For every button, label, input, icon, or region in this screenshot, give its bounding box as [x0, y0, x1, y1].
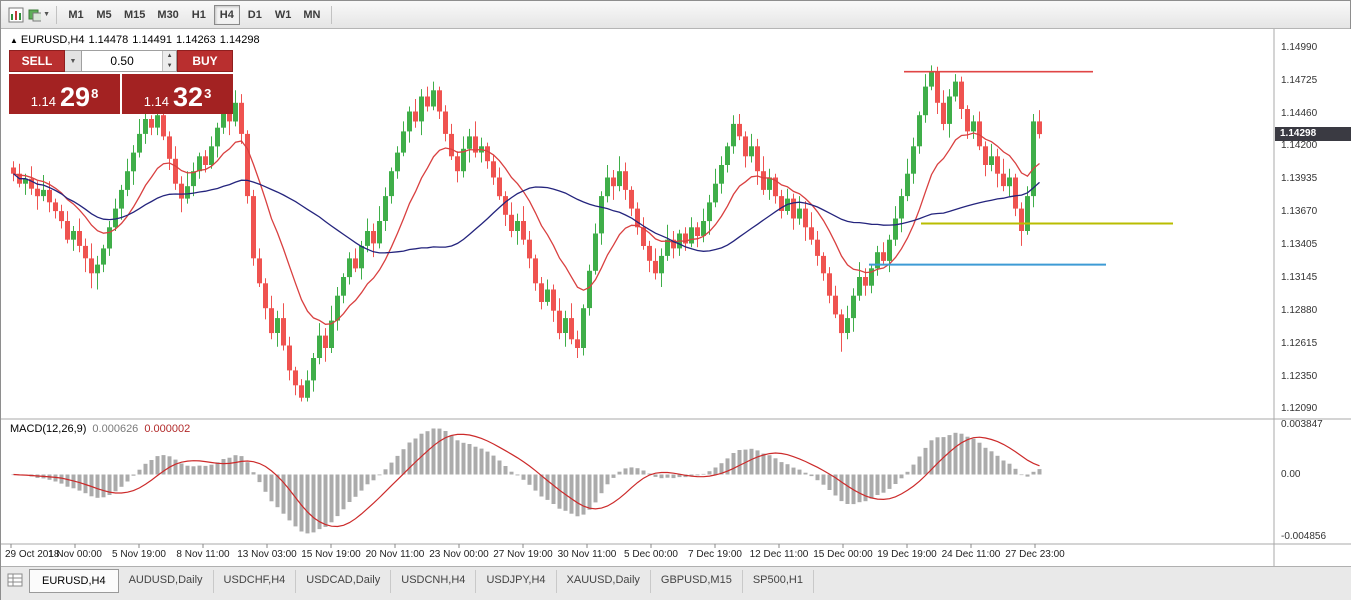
time-axis-label: 5 Nov 19:00	[112, 549, 166, 560]
timeframe-h4-button[interactable]: H4	[213, 4, 240, 25]
volume-decrease-button[interactable]: ▼	[163, 61, 176, 71]
time-axis-label: 19 Dec 19:00	[877, 549, 937, 560]
price-scale-label: 1.12090	[1281, 403, 1318, 414]
price-scale-label: 1.12615	[1281, 337, 1318, 349]
macd-value-signal: 0.000002	[144, 423, 191, 435]
timeframe-toolbar: ▼ M1 M5 M15 M30 H1 H4 D1 W1 MN	[1, 1, 1350, 29]
macd-name: MACD(12,26,9)	[10, 423, 87, 435]
current-price-tag: 1.14298	[1275, 127, 1351, 142]
timeframe-m15-button[interactable]: M15	[119, 5, 150, 25]
chart-tab-eurusd-h4[interactable]: EURUSD,H4	[29, 569, 119, 593]
sell-button[interactable]: SELL	[9, 50, 65, 72]
ask-quote[interactable]: 1.14 32 3	[122, 74, 233, 114]
ask-pips: 32	[173, 82, 204, 113]
chart-tab-usdcad-daily[interactable]: USDCAD,Daily	[296, 570, 392, 593]
chart-tab-usdcnh-h4[interactable]: USDCNH,H4	[391, 570, 477, 593]
bid-point: 8	[91, 86, 99, 101]
chart-symbol-label: EURUSD,H4	[20, 34, 85, 46]
time-axis-label: 24 Dec 11:00	[941, 549, 1001, 560]
bid-prefix: 1.14	[30, 93, 57, 109]
chart-tab-usdchf-h4[interactable]: USDCHF,H4	[214, 570, 297, 593]
ohlc-open: 1.14478	[88, 34, 129, 46]
time-axis-label: 27 Nov 19:00	[493, 549, 553, 560]
chart-canvas[interactable]: ▲ EURUSD,H4 1.14478 1.14491 1.14263 1.14298 S…	[1, 29, 1351, 566]
timeframe-h1-button[interactable]: H1	[186, 5, 212, 25]
timeframe-w1-button[interactable]: W1	[270, 5, 297, 25]
price-scale-label: 1.14990	[1281, 42, 1318, 53]
chart-tabs: EURUSD,H4 AUDUSD,Daily USDCHF,H4 USDCAD,Dai…	[29, 569, 814, 593]
macd-value-main: 0.000626	[92, 423, 139, 435]
price-scale-label: 1.13935	[1281, 173, 1318, 185]
timeframe-m1-button[interactable]: M1	[63, 5, 89, 25]
chart-tab-gbpusd-m15[interactable]: GBPUSD,M15	[651, 570, 743, 593]
time-axis-label: 23 Nov 00:00	[429, 549, 489, 560]
time-axis-label: 8 Nov 11:00	[176, 549, 230, 560]
price-scale-label: 1.13670	[1281, 206, 1318, 218]
chart-icon[interactable]	[5, 4, 27, 26]
volume-increase-button[interactable]: ▲	[163, 51, 176, 61]
price-scale-label: 1.14200	[1281, 140, 1318, 152]
time-axis-label: 15 Nov 19:00	[301, 549, 361, 560]
timeframe-mn-button[interactable]: MN	[298, 5, 325, 25]
price-scale-label: 1.12350	[1281, 370, 1318, 382]
bid-quote[interactable]: 1.14 29 8	[9, 74, 120, 114]
toolbar-separator	[56, 5, 57, 24]
time-axis-label: 13 Nov 03:00	[237, 549, 297, 560]
ask-prefix: 1.14	[143, 93, 170, 109]
chart-ohlc-title: ▲ EURUSD,H4 1.14478 1.14491 1.14263 1.14298	[10, 34, 264, 46]
price-scale-label: 1.14725	[1281, 74, 1318, 86]
indicators-icon-glyph	[28, 9, 42, 21]
macd-scale-top: 0.003847	[1281, 419, 1323, 430]
time-axis-label: 7 Dec 19:00	[688, 549, 742, 560]
order-type-dropdown[interactable]: ▼	[65, 50, 82, 72]
ohlc-high: 1.14491	[132, 34, 173, 46]
timeframe-m5-button[interactable]: M5	[91, 5, 117, 25]
toolbar-separator	[331, 5, 333, 24]
ohlc-close: 1.14298	[219, 34, 260, 46]
chart-tab-bar: EURUSD,H4 AUDUSD,Daily USDCHF,H4 USDCAD,Dai…	[1, 566, 1351, 600]
chart-list-icon[interactable]	[7, 572, 23, 588]
ohlc-low: 1.14263	[176, 34, 216, 46]
time-axis-label: 30 Nov 11:00	[557, 549, 617, 560]
caret-down-icon: ▼	[69, 57, 77, 65]
macd-scale-zero: 0.00	[1281, 469, 1301, 480]
timeframe-m30-button[interactable]: M30	[152, 5, 183, 25]
volume-input[interactable]	[82, 51, 163, 71]
price-scale-label: 1.13145	[1281, 271, 1318, 283]
title-marker-icon: ▲	[10, 36, 18, 45]
price-scale-label: 1.12880	[1281, 304, 1318, 316]
time-axis-label: 15 Dec 00:00	[813, 549, 873, 560]
chart-tab-sp500-h1[interactable]: SP500,H1	[743, 570, 814, 593]
macd-scale-bottom: -0.004856	[1281, 531, 1327, 542]
price-scale-label: 1.14460	[1281, 107, 1318, 119]
chart-icon-glyph	[8, 7, 24, 22]
price-scale-label: 1.13405	[1281, 239, 1318, 251]
ask-point: 3	[204, 86, 212, 101]
buy-button[interactable]: BUY	[177, 50, 233, 72]
chart-tab-usdjpy-h4[interactable]: USDJPY,H4	[476, 570, 557, 593]
timeframe-d1-button[interactable]: D1	[242, 5, 268, 25]
chart-tab-xauusd-daily[interactable]: XAUUSD,Daily	[557, 570, 651, 593]
time-axis-label: 27 Dec 23:00	[1005, 549, 1065, 560]
time-axis-label: 5 Dec 00:00	[624, 549, 678, 560]
caret-down-icon[interactable]: ▼	[43, 11, 50, 18]
time-axis-label: 1 Nov 00:00	[48, 549, 102, 560]
macd-indicator-label: MACD(12,26,9) 0.000626 0.000002	[10, 423, 190, 435]
bid-pips: 29	[60, 82, 91, 113]
chart-tab-audusd-daily[interactable]: AUDUSD,Daily	[119, 570, 214, 593]
time-axis-label: 20 Nov 11:00	[365, 549, 425, 560]
indicators-icon[interactable]: ▼	[28, 4, 50, 26]
time-axis-label: 29 Oct 2018	[5, 549, 60, 560]
time-axis-label: 12 Dec 11:00	[749, 549, 809, 560]
